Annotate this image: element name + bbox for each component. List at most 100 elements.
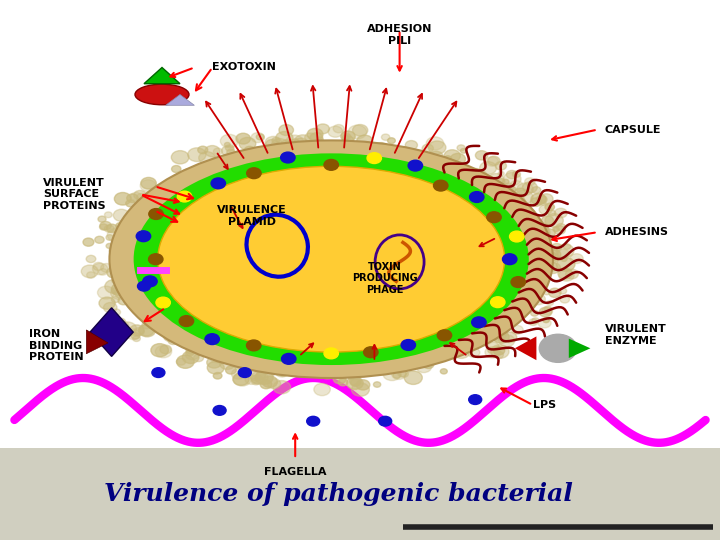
Circle shape [240, 354, 253, 364]
Circle shape [138, 225, 148, 233]
Circle shape [180, 326, 190, 334]
Circle shape [511, 326, 523, 334]
Circle shape [298, 146, 312, 157]
Circle shape [537, 271, 549, 280]
Circle shape [294, 135, 311, 147]
Circle shape [218, 336, 236, 350]
Circle shape [194, 319, 201, 325]
Circle shape [310, 133, 323, 142]
Circle shape [195, 171, 203, 178]
Circle shape [156, 297, 171, 308]
Circle shape [469, 192, 484, 202]
Circle shape [119, 249, 125, 253]
Circle shape [439, 346, 458, 360]
Circle shape [493, 221, 511, 234]
Circle shape [551, 249, 559, 255]
Circle shape [520, 280, 538, 293]
Circle shape [172, 323, 178, 328]
Circle shape [181, 329, 192, 337]
Circle shape [503, 195, 516, 205]
Circle shape [398, 151, 405, 156]
Circle shape [354, 143, 372, 156]
Circle shape [315, 350, 330, 362]
Circle shape [464, 187, 479, 199]
Circle shape [222, 341, 232, 349]
Circle shape [382, 134, 390, 140]
Circle shape [378, 360, 394, 373]
Circle shape [503, 183, 514, 191]
Circle shape [161, 309, 179, 323]
Circle shape [281, 351, 288, 356]
Circle shape [188, 148, 206, 161]
Circle shape [289, 139, 295, 144]
Circle shape [341, 143, 349, 148]
Circle shape [392, 153, 407, 165]
Circle shape [532, 223, 549, 235]
Circle shape [222, 146, 235, 156]
Circle shape [168, 185, 182, 195]
Circle shape [134, 191, 146, 200]
Circle shape [486, 157, 498, 166]
Circle shape [157, 288, 168, 296]
Circle shape [164, 330, 171, 336]
Circle shape [514, 188, 526, 198]
Circle shape [129, 281, 145, 293]
Circle shape [142, 322, 151, 329]
Circle shape [534, 222, 547, 233]
Circle shape [209, 180, 223, 192]
Circle shape [163, 215, 174, 224]
Circle shape [333, 374, 346, 384]
Circle shape [511, 276, 526, 287]
Circle shape [161, 192, 179, 206]
Circle shape [182, 351, 199, 363]
Circle shape [480, 161, 497, 174]
Circle shape [259, 361, 267, 367]
Polygon shape [90, 308, 133, 356]
Circle shape [141, 295, 148, 299]
Circle shape [132, 207, 144, 217]
Circle shape [372, 370, 377, 375]
Circle shape [459, 331, 470, 339]
Circle shape [199, 152, 215, 164]
Circle shape [490, 297, 505, 308]
Circle shape [295, 144, 307, 152]
Circle shape [159, 299, 177, 312]
Circle shape [348, 375, 354, 380]
Text: ADHESION
PILI: ADHESION PILI [367, 24, 432, 46]
Circle shape [433, 180, 448, 191]
Circle shape [176, 355, 194, 368]
Circle shape [257, 367, 274, 380]
Circle shape [504, 305, 518, 315]
Circle shape [451, 185, 459, 191]
Circle shape [215, 168, 233, 180]
Circle shape [354, 153, 372, 167]
Circle shape [152, 280, 168, 291]
Circle shape [238, 368, 251, 377]
Circle shape [127, 241, 146, 255]
Circle shape [227, 149, 235, 155]
Circle shape [387, 158, 406, 172]
Circle shape [105, 280, 123, 293]
Circle shape [404, 343, 418, 354]
Circle shape [149, 272, 165, 284]
Circle shape [106, 244, 113, 248]
Circle shape [141, 178, 156, 189]
Circle shape [518, 210, 526, 216]
Circle shape [225, 143, 230, 147]
Circle shape [531, 250, 543, 259]
Circle shape [265, 137, 282, 149]
Circle shape [225, 145, 234, 151]
Circle shape [386, 350, 402, 363]
Circle shape [251, 133, 264, 143]
Circle shape [339, 144, 356, 157]
Circle shape [512, 238, 521, 244]
Circle shape [526, 287, 540, 298]
Circle shape [489, 195, 504, 207]
Circle shape [503, 172, 521, 186]
Circle shape [151, 343, 168, 357]
Circle shape [312, 149, 321, 156]
Polygon shape [515, 336, 536, 360]
Circle shape [531, 193, 546, 205]
Circle shape [198, 146, 208, 154]
Polygon shape [569, 339, 590, 358]
